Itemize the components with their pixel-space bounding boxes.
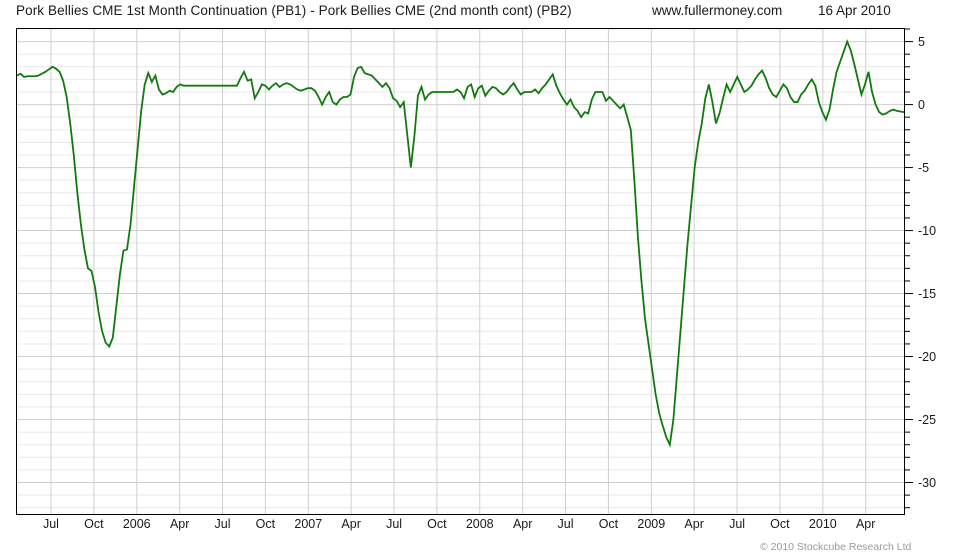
- plot-area: [16, 28, 905, 515]
- y-axis: 5 0 -5 -10 -15 -20 -25 -30: [906, 28, 980, 515]
- y-axis-tick-label: -20: [918, 349, 937, 364]
- page-title: Pork Bellies CME 1st Month Continuation …: [16, 3, 572, 18]
- x-axis-tick-label: 2010: [808, 517, 837, 531]
- x-axis-tick-label: 2006: [122, 517, 151, 531]
- series-line-pb1-minus-pb2: [17, 39, 904, 448]
- y-axis-tick-label: -10: [918, 223, 937, 238]
- x-axis-tick-label: 2009: [637, 517, 666, 531]
- x-axis-tick-label: 2007: [294, 517, 323, 531]
- as-of-date-label: 16 Apr 2010: [818, 3, 891, 18]
- x-axis-tick-label: Jul: [214, 517, 231, 531]
- y-axis-tick-label: 5: [918, 34, 925, 49]
- y-axis-tick-label: -30: [918, 475, 937, 490]
- y-axis-tick-label: -25: [918, 412, 937, 427]
- y-axis-tick-marks: [905, 28, 913, 509]
- x-axis-tick-label: Jul: [729, 517, 746, 531]
- x-axis-tick-label: Oct: [427, 517, 447, 531]
- x-axis-tick-label: Apr: [169, 517, 190, 531]
- x-axis-tick-label: Oct: [598, 517, 619, 531]
- x-axis-tick-label: Jul: [386, 517, 403, 531]
- x-axis-tick-label: Jul: [42, 517, 59, 531]
- x-axis-tick-label: Apr: [855, 517, 876, 531]
- y-axis-tick-label: -5: [918, 160, 930, 175]
- x-axis-tick-label: Oct: [84, 517, 104, 531]
- x-axis-tick-label: Oct: [255, 517, 276, 531]
- y-axis-tick-label: 0: [918, 97, 925, 112]
- gridlines: [17, 29, 904, 514]
- x-axis-tick-label: Apr: [684, 517, 704, 531]
- x-axis: Jul Oct 2006 Apr Jul Oct 2007 Apr Jul Oct 2008 Apr J…: [0, 517, 980, 539]
- x-axis-tick-label: Apr: [512, 517, 533, 531]
- x-axis-tick-label: 2008: [465, 517, 494, 531]
- chart-header: Pork Bellies CME 1st Month Continuation …: [0, 0, 980, 26]
- copyright-label: © 2010 Stockcube Research Ltd: [760, 541, 912, 553]
- x-axis-tick-label: Jul: [557, 517, 574, 531]
- x-axis-tick-label: Oct: [770, 517, 790, 531]
- y-axis-tick-label: -15: [918, 286, 937, 301]
- x-axis-tick-label: Apr: [341, 517, 361, 531]
- site-url-label: www.fullermoney.com: [652, 3, 783, 18]
